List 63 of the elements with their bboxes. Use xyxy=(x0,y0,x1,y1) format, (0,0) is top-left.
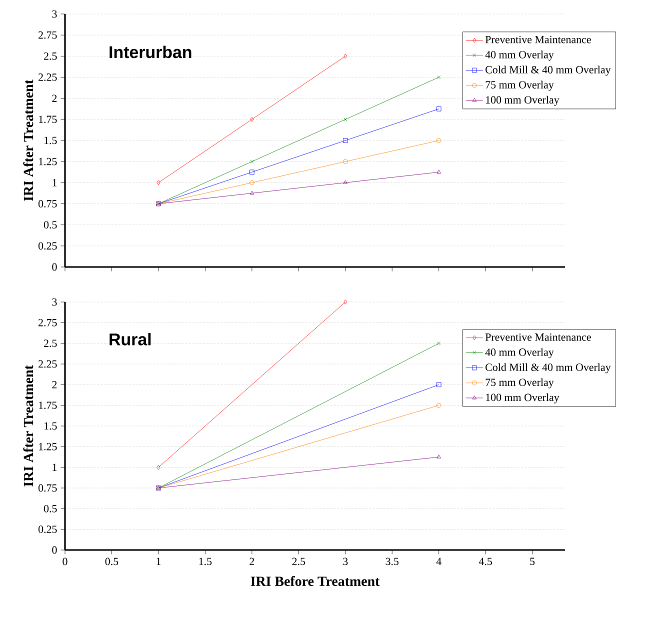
y-tick-label: 0 xyxy=(52,263,57,271)
x-tick-label: 4 xyxy=(436,558,442,565)
y-tick-label: 1.25 xyxy=(39,158,57,166)
legend-label: 100 mm Overlay xyxy=(486,393,560,404)
legend-label: Preventive Maintenance xyxy=(485,36,591,44)
legend-label: 40 mm Overlay xyxy=(485,348,554,358)
y-tick-label: 0 xyxy=(52,546,57,554)
y-axis-title: IRI After Treatment xyxy=(23,80,34,201)
legend-label: 40 mm Overlay xyxy=(485,50,554,61)
y-tick-label: 0.5 xyxy=(44,221,57,229)
y-tick-label: 2.25 xyxy=(38,360,57,368)
point xyxy=(342,138,348,143)
y-tick-label: 2.75 xyxy=(38,318,57,326)
point xyxy=(436,106,442,112)
y-tick-label: 2.75 xyxy=(38,31,57,39)
x-tick-label: 1.5 xyxy=(199,558,212,566)
y-tick-label: 2.5 xyxy=(44,52,57,60)
y-tick-label: 1.25 xyxy=(39,442,57,450)
x-tick-label: 3.5 xyxy=(386,558,399,566)
legend-label: Cold Mill & 40 mm Overlay xyxy=(486,363,611,374)
x-tick-label: 3 xyxy=(343,558,348,566)
point xyxy=(436,382,442,388)
y-tick-label: 0.25 xyxy=(38,242,57,250)
x-tick-label: 1 xyxy=(156,558,161,566)
text: Rural xyxy=(110,332,151,346)
point xyxy=(250,180,254,186)
text: Interurban xyxy=(110,46,192,58)
point xyxy=(250,117,254,122)
y-tick-label: 3 xyxy=(52,10,57,18)
y-tick-label: 2 xyxy=(52,94,57,102)
x-axis-title: IRI Before Treatment xyxy=(250,576,380,586)
y-tick-label: 2 xyxy=(52,381,57,388)
y-tick-label: 1.75 xyxy=(39,402,57,410)
y-tick-label: 2.5 xyxy=(44,340,57,348)
legend-label: 100 mm Overlay xyxy=(486,96,560,106)
y-tick-label: 0.25 xyxy=(38,526,57,534)
point xyxy=(250,160,254,164)
point xyxy=(344,118,348,122)
y-tick-label: 1 xyxy=(52,179,57,186)
point xyxy=(342,159,348,164)
legend-label: Preventive Maintenance xyxy=(485,333,591,341)
legend-label: Cold Mill & 40 mm Overlay xyxy=(486,66,611,76)
x-tick-label: 5 xyxy=(530,558,535,566)
y-tick-label: 1 xyxy=(52,464,57,471)
x-tick-label: 0 xyxy=(62,558,68,566)
y-axis-title: IRI After Treatment xyxy=(23,365,34,486)
point xyxy=(250,170,254,175)
x-tick-label: 0.5 xyxy=(105,558,118,566)
y-tick-label: 1.5 xyxy=(44,136,57,144)
legend-label: 75 mm Overlay xyxy=(486,378,554,388)
legend-label: 75 mm Overlay xyxy=(486,80,554,91)
x-tick-label: 2 xyxy=(250,558,254,566)
y-tick-label: 0.5 xyxy=(44,504,57,512)
y-tick-label: 3 xyxy=(52,298,57,306)
y-tick-label: 0.75 xyxy=(38,484,57,492)
y-tick-label: 0.75 xyxy=(38,200,57,208)
y-tick-label: 1.75 xyxy=(39,116,57,124)
x-tick-label: 4.5 xyxy=(478,558,492,566)
y-tick-label: 1.5 xyxy=(44,422,57,430)
point xyxy=(343,180,348,184)
y-tick-label: 2.25 xyxy=(38,74,57,81)
x-tick-label: 2.5 xyxy=(292,558,306,566)
point xyxy=(250,190,254,194)
